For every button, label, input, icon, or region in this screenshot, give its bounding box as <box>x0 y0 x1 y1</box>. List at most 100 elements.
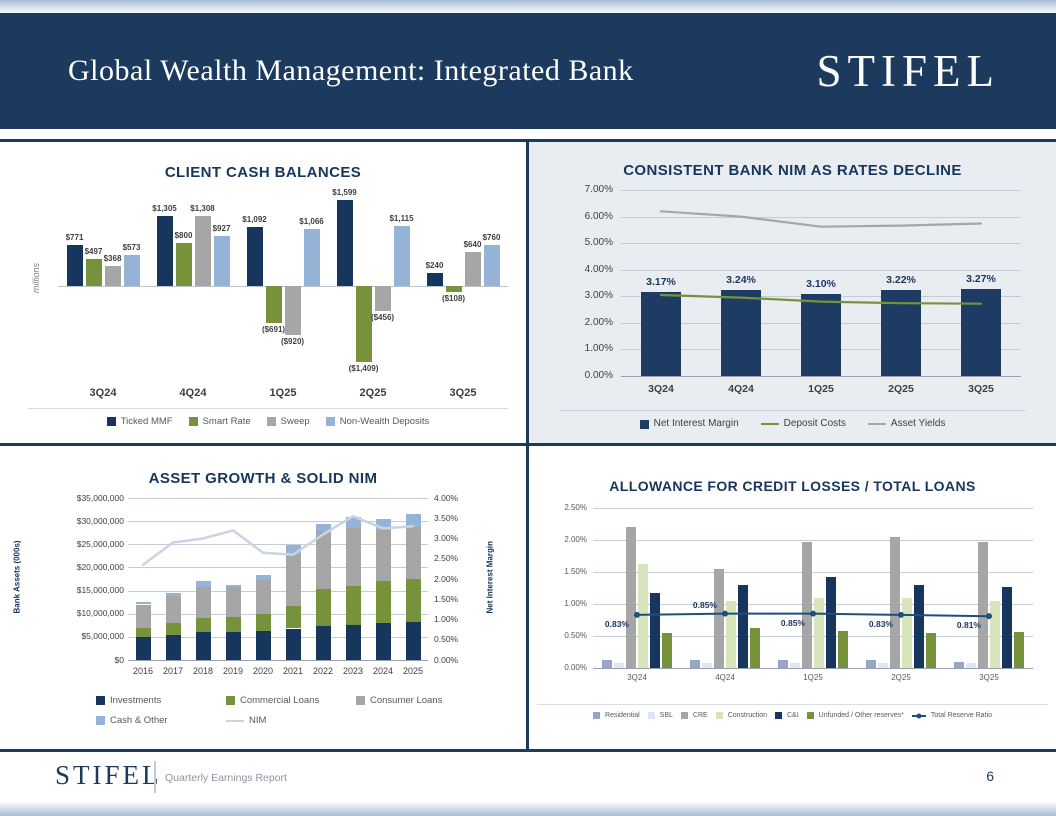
bar-investments-2017 <box>165 634 181 660</box>
bar-cash-other-2023 <box>345 516 361 529</box>
bar-investments-2025 <box>405 621 421 660</box>
y-tick-label-right-2-50: 2.50% <box>434 553 459 564</box>
color-swatch-sbl <box>647 712 655 719</box>
x-tick-label-2024: 2024 <box>372 666 394 676</box>
color-swatch-investments <box>96 696 105 706</box>
y-tick-label-2-00: 2.00% <box>564 534 587 544</box>
bar-commercial-loans-2018 <box>195 618 211 633</box>
gridline <box>128 521 428 523</box>
legend-credit-losses: Residential SBL CRE Construction C&I Unfunded… <box>537 704 1048 719</box>
legend-label: Deposit Costs <box>783 418 846 429</box>
bar-sbl-3q25 <box>966 662 976 668</box>
zero-axis-line <box>58 286 508 287</box>
legend-label: Consumer Loans <box>370 695 443 706</box>
legend-item-cre: CRE <box>680 712 708 719</box>
legend-item-total-reserve-ratio: Total Reserve Ratio <box>911 712 992 719</box>
bar-consumer-loans-2019 <box>225 586 241 617</box>
panel-client-cash-balances: CLIENT CASH BALANCES millions $771 $497 $3… <box>0 142 526 443</box>
line-marker-3q24 <box>634 611 640 618</box>
stifel-logo: STIFEL <box>816 46 1000 96</box>
gridline <box>593 508 1033 509</box>
line-value-label-2q25: 0.83% <box>868 618 893 629</box>
bar-smart-rate-4q24 <box>175 243 192 287</box>
header-rule <box>0 139 1056 142</box>
bar-value-label-4q24: 3.24% <box>726 273 756 286</box>
bar-investments-2018 <box>195 632 211 660</box>
legend-item-investments: Investments <box>96 696 218 706</box>
footer-subtitle: Quarterly Earnings Report <box>165 772 287 784</box>
content-grid: CLIENT CASH BALANCES millions $771 $497 $3… <box>0 142 1056 749</box>
gridline <box>621 190 1021 191</box>
x-tick-label-3q24: 3Q24 <box>627 673 647 682</box>
y-tick-label-35-000-000: $35,000,000 <box>76 492 124 503</box>
slide-title: Global Wealth Management: Integrated Ban… <box>68 54 634 87</box>
line-marker-3q25 <box>986 613 992 620</box>
y-tick-label-4-00: 4.00% <box>584 263 613 275</box>
chart-title-credit-losses: ALLOWANCE FOR CREDIT LOSSES / TOTAL LOAN… <box>609 478 976 494</box>
gridline <box>593 604 1033 605</box>
x-tick-label-3q25: 3Q25 <box>968 383 994 395</box>
bar-value-label-non-wealth-deposits-4q24: $927 <box>212 224 231 234</box>
bar-construction-4q24 <box>726 600 736 668</box>
legend-item-smart-rate: Smart Rate <box>188 416 251 427</box>
bottom-accent-strip <box>0 803 1056 816</box>
bar-investments-2021 <box>285 628 301 660</box>
line-asset-yields <box>659 210 983 228</box>
bar-non-wealth-deposits-2q25 <box>393 226 410 287</box>
bar-unfunded-other-reserves-1q25 <box>838 630 848 668</box>
line-swatch-total-reserve-ratio <box>911 713 926 718</box>
bar-c-i-3q24 <box>650 593 660 668</box>
bar-sweep-3q25 <box>464 251 481 287</box>
bar-commercial-loans-2025 <box>405 579 421 622</box>
bar-unfunded-other-reserves-3q25 <box>1014 631 1024 668</box>
bar-construction-2q25 <box>902 597 912 668</box>
bar-residential-2q25 <box>866 659 876 668</box>
legend-label: Unfunded / Other reserves* <box>818 712 904 719</box>
panel-credit-losses: ALLOWANCE FOR CREDIT LOSSES / TOTAL LOAN… <box>529 446 1056 749</box>
plot-area-asset-growth <box>128 498 428 661</box>
legend-label: SBL <box>659 712 673 719</box>
bar-commercial-loans-2024 <box>375 581 391 623</box>
color-swatch-non-wealth-deposits <box>325 417 335 427</box>
bar-non-wealth-deposits-3q24 <box>123 255 140 287</box>
bar-ticked-mmf-3q25 <box>426 273 443 286</box>
bar-sweep-2q25 <box>374 286 391 311</box>
bar-smart-rate-1q25 <box>265 286 282 324</box>
bar-construction-3q24 <box>638 563 648 668</box>
y-tick-label-right-3-00: 3.00% <box>434 533 459 543</box>
x-tick-label-2017: 2017 <box>162 666 184 676</box>
bar-unfunded-other-reserves-2q25 <box>926 632 936 668</box>
bar-value-label-sweep-2q25: ($456) <box>370 312 395 322</box>
y-tick-label-right-3-50: 3.50% <box>434 512 459 523</box>
legend-label: NIM <box>249 715 267 726</box>
bar-commercial-loans-2019 <box>225 617 241 633</box>
legend-label: Smart Rate <box>202 416 251 427</box>
bar-smart-rate-3q24 <box>85 259 102 286</box>
line-marker-2q25 <box>898 611 904 618</box>
bar-sbl-4q24 <box>702 662 712 668</box>
bar-net-interest-margin-4q24 <box>721 289 761 376</box>
y-tick-label-6-00: 6.00% <box>584 210 613 222</box>
line-value-label-3q25: 0.81% <box>956 620 981 631</box>
gridline <box>593 636 1033 637</box>
bar-c-i-4q24 <box>738 584 748 668</box>
color-swatch-cre <box>680 712 688 719</box>
bar-unfunded-other-reserves-4q24 <box>750 628 760 668</box>
bar-non-wealth-deposits-3q25 <box>483 245 500 286</box>
y-tick-label-1-00: 1.00% <box>564 598 587 608</box>
bar-cash-other-2016 <box>135 602 151 605</box>
bar-investments-2024 <box>375 623 391 660</box>
legend-item-commercial-loans: Commercial Loans <box>226 696 348 706</box>
gridline <box>128 590 428 592</box>
bar-value-label-sweep-3q25: $640 <box>463 239 482 249</box>
line-marker <box>916 713 922 718</box>
bar-value-label-sweep-4q24: $1,308 <box>190 203 215 213</box>
bar-commercial-loans-2022 <box>315 589 331 627</box>
x-tick-label-2020: 2020 <box>252 666 274 676</box>
x-tick-label-4q24: 4Q24 <box>715 673 735 682</box>
legend-label: Construction <box>727 712 767 719</box>
bar-residential-3q24 <box>602 660 612 668</box>
bar-non-wealth-deposits-4q24 <box>213 236 230 286</box>
bar-cre-1q25 <box>802 541 812 668</box>
